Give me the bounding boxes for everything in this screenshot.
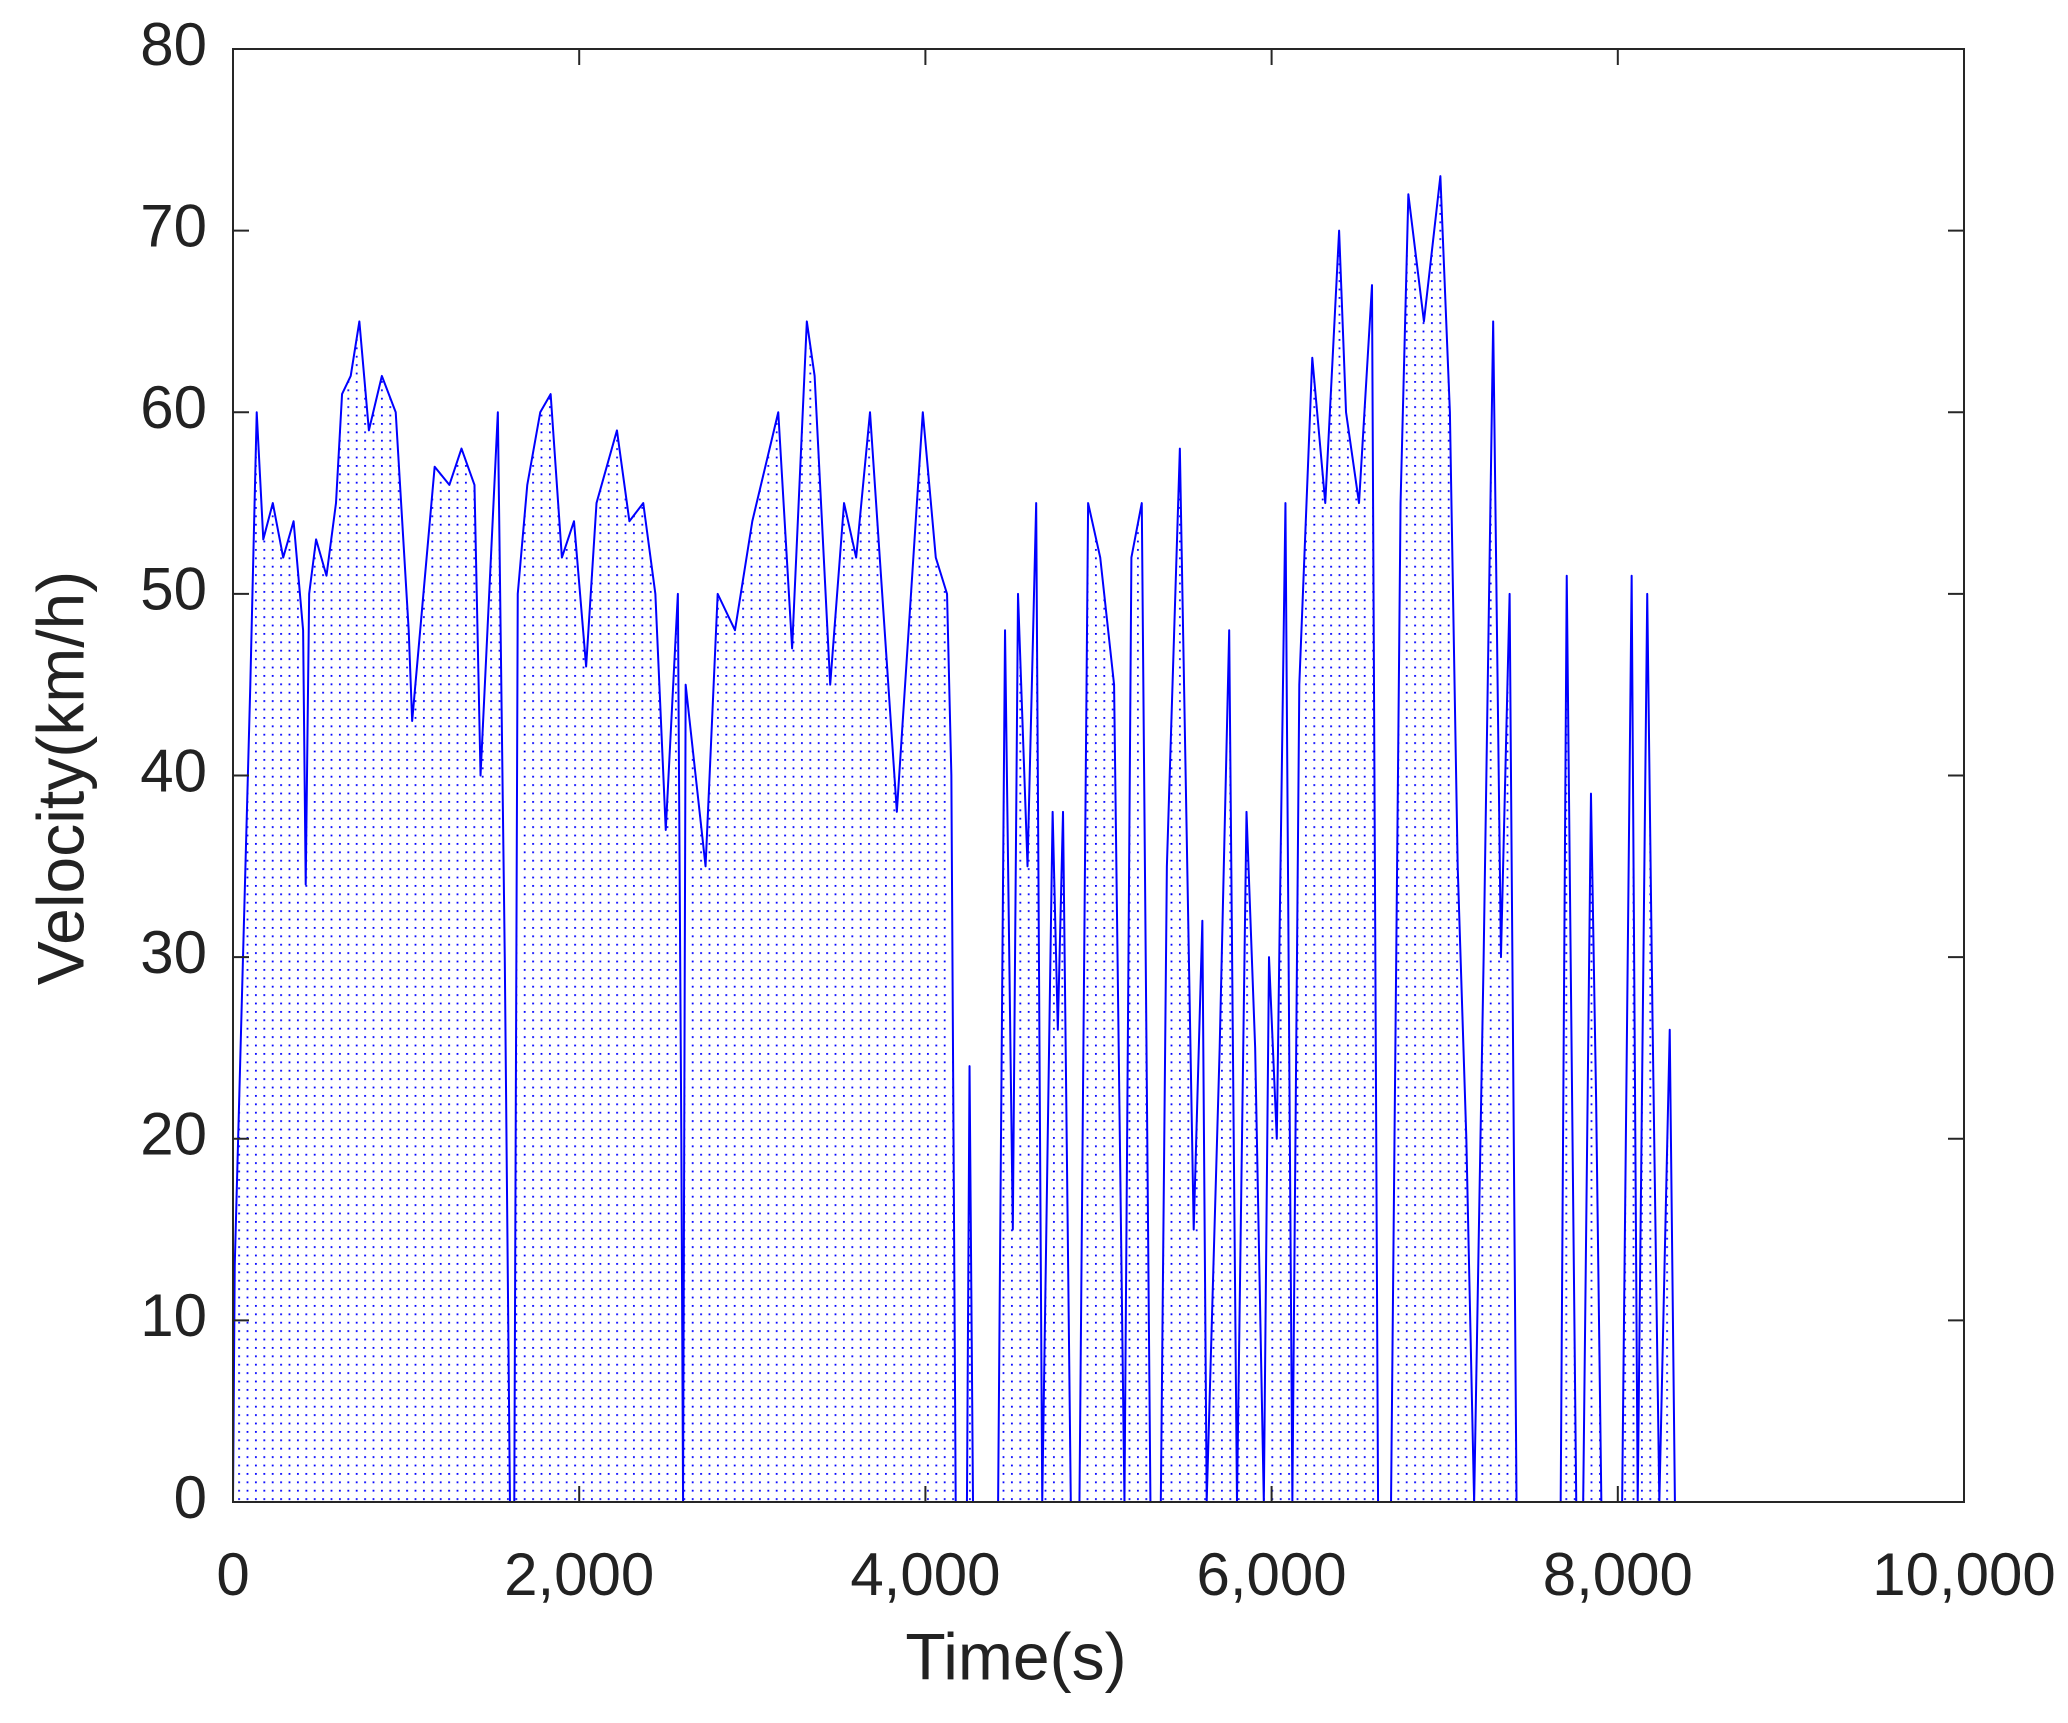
y-axis-label: Velocity(km/h) [23, 571, 97, 985]
y-tick-label: 70 [140, 192, 207, 259]
y-tick-label: 10 [140, 1282, 207, 1349]
y-tick-label: 60 [140, 374, 207, 441]
x-tick-label: 6,000 [1197, 1541, 1347, 1608]
y-tick-label: 50 [140, 556, 207, 623]
x-tick-label: 2,000 [504, 1541, 654, 1608]
x-tick-label: 0 [216, 1541, 249, 1608]
data-line [232, 175, 1676, 1503]
x-tick-label: 8,000 [1543, 1541, 1693, 1608]
x-axis-label: Time(s) [905, 1619, 1126, 1693]
x-tick-label: 4,000 [850, 1541, 1000, 1608]
area-fill [233, 176, 1675, 1503]
y-tick-label: 40 [140, 737, 207, 804]
x-tick-label: 10,000 [1872, 1541, 2056, 1608]
y-tick-label: 0 [174, 1464, 207, 1531]
y-tick-label: 30 [140, 919, 207, 986]
y-tick-label: 20 [140, 1101, 207, 1168]
y-tick-label: 80 [140, 11, 207, 78]
